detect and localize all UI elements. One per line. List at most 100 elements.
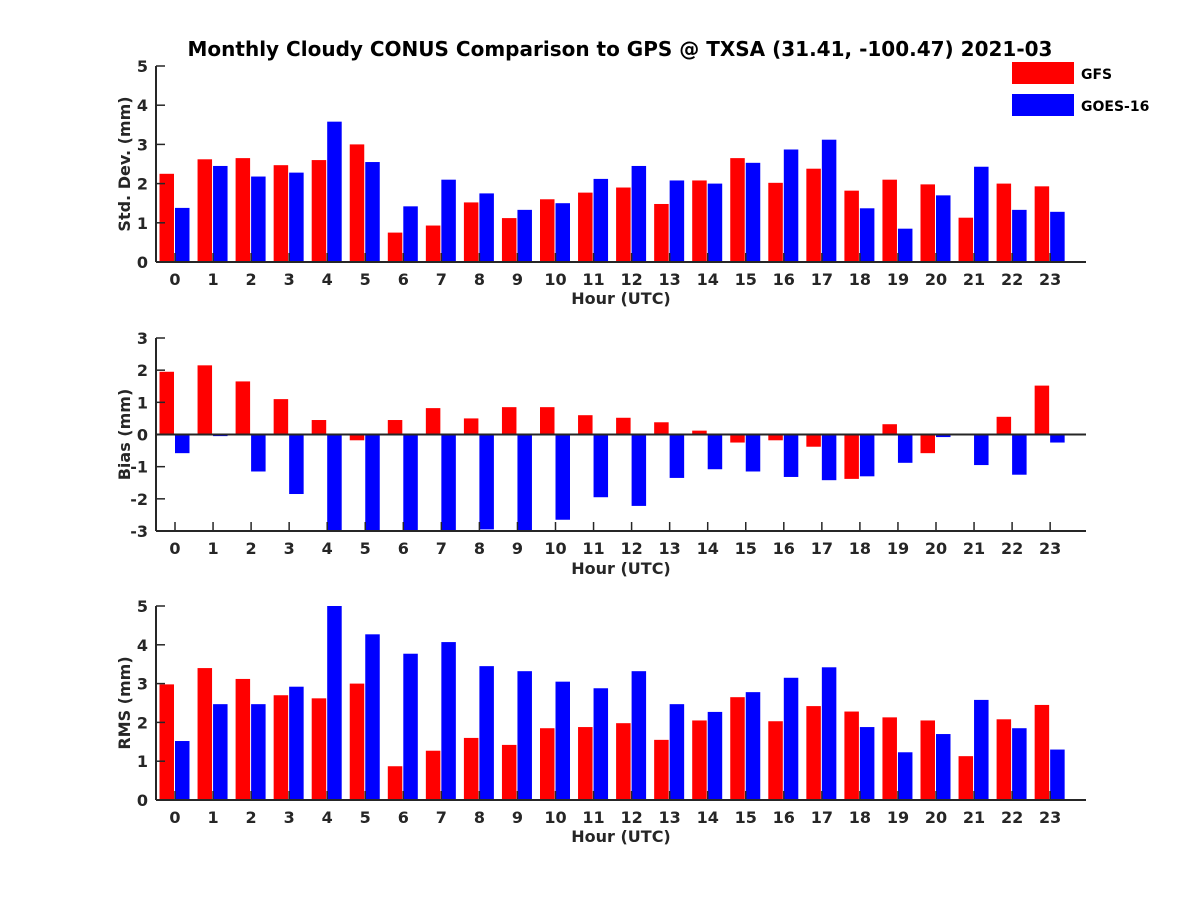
- bar-goes-16-hour-5: [365, 634, 380, 800]
- bar-gfs-hour-15: [730, 434, 745, 443]
- bar-goes-16-hour-0: [175, 741, 190, 800]
- x-tick-label: 21: [963, 270, 985, 289]
- bar-goes-16-hour-6: [403, 206, 418, 262]
- bar-gfs-hour-17: [806, 706, 821, 800]
- x-tick-label: 11: [582, 808, 604, 827]
- bar-goes-16-hour-15: [745, 162, 761, 262]
- bar-gfs-hour-20: [920, 184, 935, 262]
- bar-gfs-hour-17: [806, 434, 821, 447]
- x-axis-label: Hour (UTC): [571, 289, 671, 308]
- y-tick-label: 2: [137, 713, 148, 732]
- x-tick-label: 12: [620, 808, 642, 827]
- bar-goes-16-hour-14: [707, 183, 723, 262]
- x-axis-label: Hour (UTC): [571, 559, 671, 578]
- x-tick-label: 8: [474, 270, 485, 289]
- x-tick-label: 7: [436, 808, 447, 827]
- bar-gfs-hour-22: [996, 183, 1012, 262]
- bar-gfs-hour-8: [463, 202, 479, 262]
- bar-gfs-hour-14: [692, 430, 707, 435]
- bar-goes-16-hour-0: [175, 434, 190, 454]
- bar-goes-16-hour-23: [1050, 211, 1065, 262]
- bar-gfs-hour-5: [349, 683, 365, 800]
- x-tick-label: 4: [322, 270, 333, 289]
- x-tick-label: 3: [284, 270, 295, 289]
- bar-gfs-hour-21: [958, 217, 974, 262]
- bar-gfs-hour-16: [768, 434, 783, 441]
- bar-gfs-hour-19: [882, 424, 897, 435]
- bar-gfs-hour-16: [768, 721, 783, 800]
- bar-gfs-hour-11: [578, 192, 593, 262]
- x-tick-label: 3: [284, 539, 295, 558]
- bar-goes-16-hour-15: [745, 692, 761, 800]
- y-tick-label: 1: [137, 393, 148, 412]
- bar-gfs-hour-8: [463, 737, 479, 800]
- bar-gfs-hour-8: [463, 418, 479, 435]
- x-tick-label: 7: [436, 539, 447, 558]
- bar-gfs-hour-22: [996, 416, 1012, 435]
- x-tick-label: 5: [360, 539, 371, 558]
- x-tick-label: 6: [398, 539, 409, 558]
- y-axis-label: Std. Dev. (mm): [115, 96, 134, 231]
- bar-goes-16-hour-14: [707, 711, 723, 800]
- bar-goes-16-hour-8: [479, 666, 494, 800]
- x-tick-label: 10: [544, 270, 566, 289]
- x-tick-label: 17: [811, 270, 833, 289]
- x-tick-label: 4: [322, 539, 333, 558]
- bar-goes-16-hour-7: [441, 434, 456, 531]
- x-tick-label: 16: [773, 808, 795, 827]
- bar-gfs-hour-10: [540, 728, 555, 800]
- x-tick-label: 16: [773, 539, 795, 558]
- bar-goes-16-hour-11: [593, 688, 609, 800]
- x-tick-label: 15: [735, 539, 757, 558]
- x-tick-label: 1: [207, 808, 218, 827]
- x-tick-label: 18: [849, 539, 871, 558]
- bar-gfs-hour-6: [387, 766, 403, 800]
- bar-gfs-hour-20: [920, 720, 935, 800]
- x-tick-label: 18: [849, 808, 871, 827]
- bar-goes-16-hour-16: [783, 149, 799, 262]
- legend-label-goes-16: GOES-16: [1081, 99, 1149, 115]
- x-tick-label: 14: [697, 539, 719, 558]
- y-tick-label: 0: [137, 253, 148, 272]
- bar-gfs-hour-7: [425, 750, 441, 800]
- bar-goes-16-hour-11: [593, 434, 609, 498]
- bar-goes-16-hour-4: [327, 434, 342, 531]
- x-tick-label: 20: [925, 270, 947, 289]
- bar-gfs-hour-18: [844, 190, 859, 262]
- x-tick-label: 22: [1001, 808, 1023, 827]
- bar-goes-16-hour-17: [821, 667, 837, 800]
- x-tick-label: 19: [887, 808, 909, 827]
- chart-title: Monthly Cloudy CONUS Comparison to GPS @…: [188, 37, 1053, 61]
- x-tick-label: 14: [697, 808, 719, 827]
- x-tick-label: 0: [169, 808, 180, 827]
- bar-goes-16-hour-19: [897, 228, 913, 262]
- bar-goes-16-hour-18: [859, 727, 875, 800]
- bar-goes-16-hour-9: [517, 209, 532, 262]
- x-tick-label: 14: [697, 270, 719, 289]
- x-tick-label: 13: [659, 270, 681, 289]
- x-tick-label: 20: [925, 808, 947, 827]
- bar-goes-16-hour-13: [669, 704, 685, 800]
- bar-goes-16-hour-18: [859, 434, 875, 477]
- bar-goes-16-hour-8: [479, 434, 494, 530]
- bar-goes-16-hour-5: [365, 434, 380, 531]
- bar-gfs-hour-4: [311, 160, 327, 262]
- bar-goes-16-hour-3: [289, 434, 304, 495]
- bar-gfs-hour-1: [197, 159, 213, 262]
- bar-gfs-hour-19: [882, 179, 897, 262]
- y-tick-label: 1: [137, 214, 148, 233]
- bar-gfs-hour-13: [654, 422, 669, 435]
- x-tick-label: 23: [1039, 270, 1061, 289]
- x-tick-label: 9: [512, 539, 523, 558]
- x-tick-label: 9: [512, 808, 523, 827]
- x-tick-label: 10: [544, 539, 566, 558]
- bar-gfs-hour-9: [501, 218, 517, 262]
- bar-goes-16-hour-22: [1012, 434, 1027, 475]
- bar-goes-16-hour-20: [936, 434, 951, 438]
- x-tick-label: 0: [169, 270, 180, 289]
- x-tick-label: 17: [811, 539, 833, 558]
- bar-goes-16-hour-13: [669, 434, 685, 478]
